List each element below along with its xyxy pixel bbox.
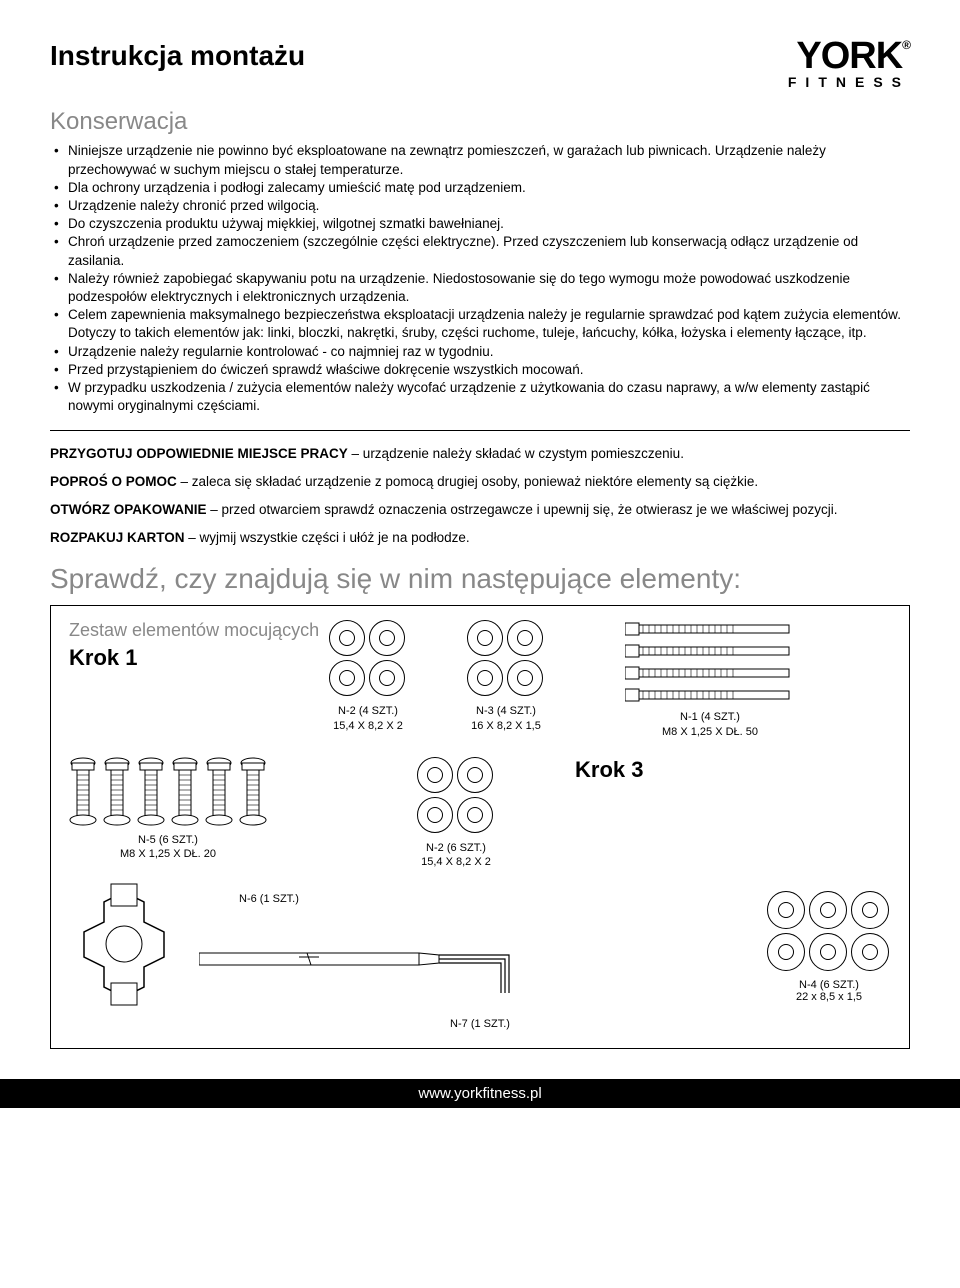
step-1-label: Krok 1 bbox=[69, 645, 329, 671]
parts-row-2: N-5 (6 SZT.) M8 X 1,25 X DŁ. 20 N-2 (6 S… bbox=[69, 757, 891, 870]
washer-icon bbox=[809, 891, 847, 929]
preparation-steps: PRZYGOTUJ ODPOWIEDNIE MIEJSCE PRACY – ur… bbox=[50, 445, 910, 548]
part-n6-label: N-6 (1 SZT.) bbox=[239, 893, 747, 905]
prep-step: OTWÓRZ OPAKOWANIE – przed otwarciem spra… bbox=[50, 501, 910, 519]
list-item: Niniejsze urządzenie nie powinno być eks… bbox=[50, 142, 910, 178]
parts-row-1: Zestaw elementów mocujących Krok 1 N-2 (… bbox=[69, 620, 891, 739]
washer-icon bbox=[851, 891, 889, 929]
maintenance-list: Niniejsze urządzenie nie powinno być eks… bbox=[50, 142, 910, 415]
page-title: Instrukcja montażu bbox=[50, 40, 305, 72]
list-item: Urządzenie należy chronić przed wilgocią… bbox=[50, 197, 910, 215]
prep-step: POPROŚ O POMOC – zaleca się składać urzą… bbox=[50, 473, 910, 491]
part-n4-6: N-4 (6 SZT.) 22 x 8,5 x 1,5 bbox=[767, 891, 891, 1003]
list-item: Celem zapewnienia maksymalnego bezpiecze… bbox=[50, 306, 910, 342]
washer-icon bbox=[467, 660, 503, 696]
bolt-icon bbox=[625, 664, 795, 682]
bolt-icon bbox=[625, 642, 795, 660]
part-n7-label: N-7 (1 SZT.) bbox=[69, 1018, 891, 1030]
part-n2-4: N-2 (4 SZT.) 15,4 X 8,2 X 2 bbox=[329, 620, 407, 739]
short-bolt-icon bbox=[239, 757, 267, 827]
washer-icon bbox=[507, 620, 543, 656]
short-bolt-icon bbox=[205, 757, 233, 827]
parts-box: Zestaw elementów mocujących Krok 1 N-2 (… bbox=[50, 605, 910, 1048]
washer-icon bbox=[457, 797, 493, 833]
washer-icon bbox=[457, 757, 493, 793]
washer-icon bbox=[369, 660, 405, 696]
screwdriver-icon bbox=[199, 925, 519, 995]
bolt-icon bbox=[625, 686, 795, 704]
parts-set-label: Zestaw elementów mocujących bbox=[69, 620, 329, 641]
washer-icon bbox=[809, 933, 847, 971]
logo: YORK® FITNESS bbox=[788, 40, 910, 90]
list-item: Do czyszczenia produktu używaj miękkiej,… bbox=[50, 215, 910, 233]
short-bolt-icon bbox=[137, 757, 165, 827]
logo-sub: FITNESS bbox=[788, 74, 910, 90]
footer-url: www.yorkfitness.pl bbox=[0, 1079, 960, 1108]
washer-icon bbox=[369, 620, 405, 656]
wrench-head-icon bbox=[69, 882, 179, 1012]
part-n5-6: N-5 (6 SZT.) M8 X 1,25 X DŁ. 20 bbox=[69, 757, 267, 862]
washer-icon bbox=[467, 620, 503, 656]
divider bbox=[50, 430, 910, 431]
list-item: Przed przystąpieniem do ćwiczeń sprawdź … bbox=[50, 361, 910, 379]
short-bolt-icon bbox=[69, 757, 97, 827]
washer-icon bbox=[851, 933, 889, 971]
header: Instrukcja montażu YORK® FITNESS bbox=[50, 40, 910, 90]
logo-main: YORK® bbox=[788, 40, 910, 72]
list-item: Chroń urządzenie przed zamoczeniem (szcz… bbox=[50, 233, 910, 269]
washer-icon bbox=[417, 797, 453, 833]
list-item: W przypadku uszkodzenia / zużycia elemen… bbox=[50, 379, 910, 415]
washer-icon bbox=[417, 757, 453, 793]
washer-icon bbox=[767, 891, 805, 929]
step-3-section: Krok 3 bbox=[535, 757, 891, 783]
part-n3-4: N-3 (4 SZT.) 16 X 8,2 X 1,5 bbox=[467, 620, 545, 739]
parts-row-3: N-6 (1 SZT.) N-4 (6 S bbox=[69, 882, 891, 1012]
prep-step: PRZYGOTUJ ODPOWIEDNIE MIEJSCE PRACY – ur… bbox=[50, 445, 910, 463]
short-bolt-icon bbox=[171, 757, 199, 827]
prep-step: ROZPAKUJ KARTON – wyjmij wszystkie częśc… bbox=[50, 529, 910, 547]
bolt-icon bbox=[625, 620, 795, 638]
washer-icon bbox=[329, 620, 365, 656]
section-subtitle: Konserwacja bbox=[50, 108, 910, 136]
list-item: Należy również zapobiegać skapywaniu pot… bbox=[50, 270, 910, 306]
part-n2-6: N-2 (6 SZT.) 15,4 X 8,2 X 2 bbox=[417, 757, 495, 870]
washer-icon bbox=[329, 660, 365, 696]
checklist-title: Sprawdź, czy znajdują się w nim następuj… bbox=[50, 563, 910, 595]
short-bolt-icon bbox=[103, 757, 131, 827]
list-item: Urządzenie należy regularnie kontrolować… bbox=[50, 343, 910, 361]
washer-icon bbox=[767, 933, 805, 971]
washer-icon bbox=[507, 660, 543, 696]
list-item: Dla ochrony urządzenia i podłogi zalecam… bbox=[50, 179, 910, 197]
part-n1-4: N-1 (4 SZT.) M8 X 1,25 X DŁ. 50 bbox=[625, 620, 795, 739]
page-number: 5 bbox=[901, 1084, 910, 1102]
